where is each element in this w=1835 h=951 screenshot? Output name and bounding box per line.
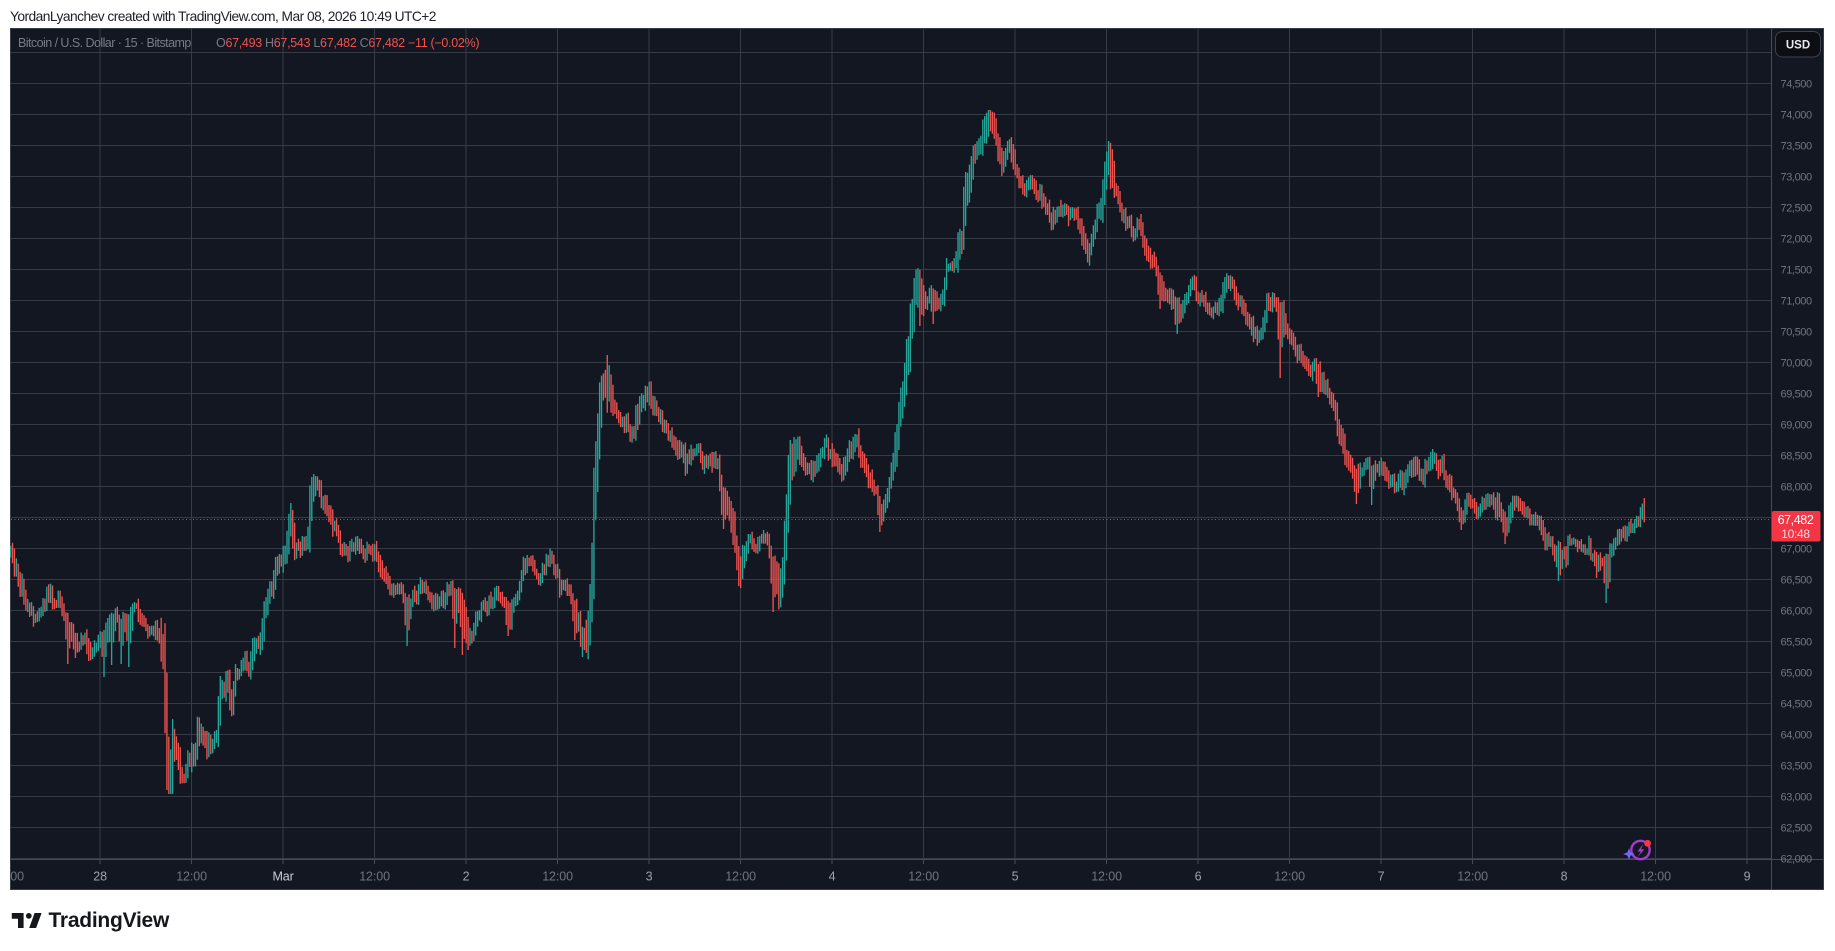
svg-text:63,000: 63,000 bbox=[1781, 792, 1813, 804]
svg-text:72,500: 72,500 bbox=[1781, 203, 1813, 215]
svg-text:73,500: 73,500 bbox=[1781, 141, 1813, 153]
svg-text:72,000: 72,000 bbox=[1781, 234, 1813, 246]
svg-text:2: 2 bbox=[463, 870, 470, 884]
svg-text:66,500: 66,500 bbox=[1781, 575, 1813, 587]
svg-text:74,000: 74,000 bbox=[1781, 110, 1813, 122]
svg-text:73,000: 73,000 bbox=[1781, 172, 1813, 184]
svg-text:71,500: 71,500 bbox=[1781, 265, 1813, 277]
svg-text:12:00: 12:00 bbox=[1274, 870, 1305, 884]
svg-text:71,000: 71,000 bbox=[1781, 296, 1813, 308]
svg-text:67,482: 67,482 bbox=[1778, 513, 1814, 527]
svg-text:O67,493 H67,543 L67,482 C67,48: O67,493 H67,543 L67,482 C67,482 −11 (−0.… bbox=[216, 36, 479, 50]
svg-text:12:00: 12:00 bbox=[1457, 870, 1488, 884]
svg-text:28: 28 bbox=[93, 870, 107, 884]
svg-text:70,000: 70,000 bbox=[1781, 358, 1813, 370]
svg-text:6: 6 bbox=[1195, 870, 1202, 884]
svg-text:62,500: 62,500 bbox=[1781, 823, 1813, 835]
svg-text:65,000: 65,000 bbox=[1781, 668, 1813, 680]
svg-text:10:48: 10:48 bbox=[1781, 527, 1810, 541]
svg-text:65,500: 65,500 bbox=[1781, 637, 1813, 649]
svg-text:12:00: 12:00 bbox=[1091, 870, 1122, 884]
svg-text:8: 8 bbox=[1561, 870, 1568, 884]
svg-text:12:00: 12:00 bbox=[725, 870, 756, 884]
svg-text:63,500: 63,500 bbox=[1781, 761, 1813, 773]
svg-text:USD: USD bbox=[1786, 40, 1810, 52]
svg-text:12:00: 12:00 bbox=[359, 870, 390, 884]
svg-text:3: 3 bbox=[646, 870, 653, 884]
svg-text:12:00: 12:00 bbox=[176, 870, 207, 884]
svg-text:12:00: 12:00 bbox=[10, 870, 24, 884]
svg-text:70,500: 70,500 bbox=[1781, 327, 1813, 339]
svg-text:5: 5 bbox=[1012, 870, 1019, 884]
svg-text:9: 9 bbox=[1744, 870, 1751, 884]
svg-text:12:00: 12:00 bbox=[542, 870, 573, 884]
svg-text:69,000: 69,000 bbox=[1781, 420, 1813, 432]
svg-text:7: 7 bbox=[1378, 870, 1385, 884]
svg-text:Mar: Mar bbox=[272, 870, 293, 884]
svg-text:62,000: 62,000 bbox=[1781, 854, 1813, 866]
svg-text:64,500: 64,500 bbox=[1781, 699, 1813, 711]
svg-text:64,000: 64,000 bbox=[1781, 730, 1813, 742]
svg-text:Bitcoin / U.S. Dollar · 15 · B: Bitcoin / U.S. Dollar · 15 · Bitstamp bbox=[18, 36, 191, 50]
svg-text:66,000: 66,000 bbox=[1781, 606, 1813, 618]
svg-text:68,500: 68,500 bbox=[1781, 451, 1813, 463]
svg-text:74,500: 74,500 bbox=[1781, 79, 1813, 91]
svg-text:67,000: 67,000 bbox=[1781, 544, 1813, 556]
svg-text:12:00: 12:00 bbox=[1640, 870, 1671, 884]
svg-text:4: 4 bbox=[829, 870, 836, 884]
svg-text:12:00: 12:00 bbox=[908, 870, 939, 884]
svg-text:69,500: 69,500 bbox=[1781, 389, 1813, 401]
svg-text:68,000: 68,000 bbox=[1781, 482, 1813, 494]
